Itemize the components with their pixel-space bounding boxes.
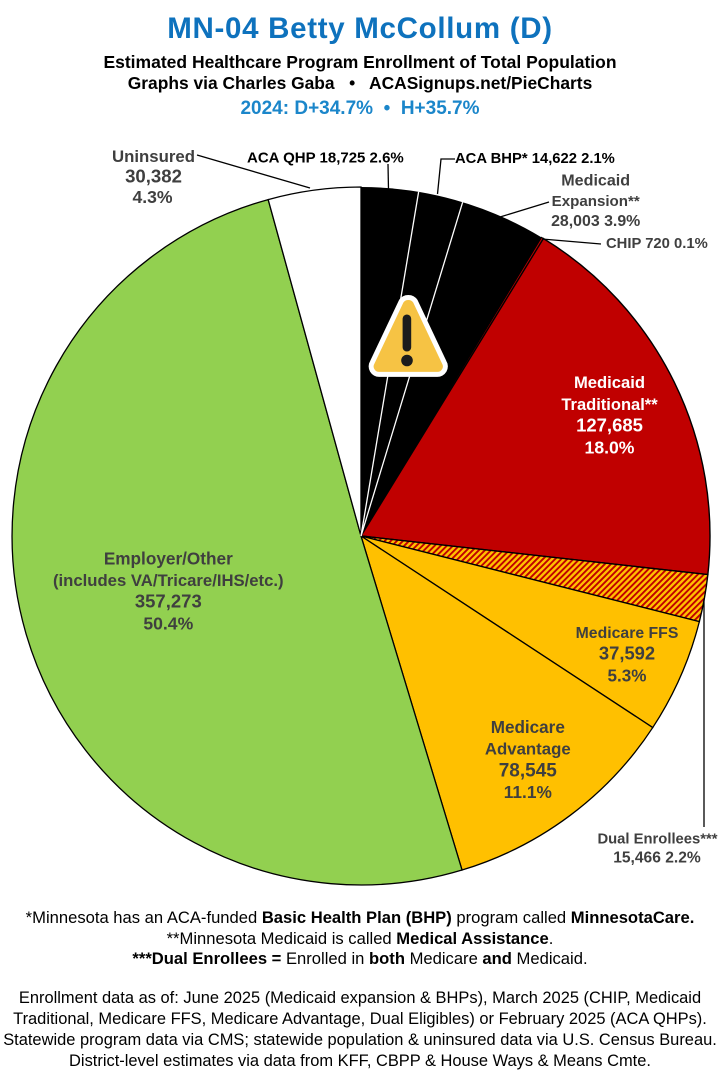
svg-text:37,592: 37,592	[599, 643, 655, 664]
svg-text:Medicaid: Medicaid	[561, 172, 630, 190]
svg-text:78,545: 78,545	[499, 760, 558, 781]
svg-text:50.4%: 50.4%	[143, 614, 193, 634]
svg-text:ACA BHP* 14,622 2.1%: ACA BHP* 14,622 2.1%	[455, 151, 615, 167]
svg-text:Medicaid: Medicaid	[574, 373, 645, 392]
svg-text:ACA QHP 18,725 2.6%: ACA QHP 18,725 2.6%	[247, 150, 404, 167]
svg-text:Advantage: Advantage	[485, 740, 571, 759]
svg-text:357,273: 357,273	[135, 591, 202, 612]
svg-text:127,685: 127,685	[576, 415, 643, 436]
svg-text:Expansion**: Expansion**	[552, 193, 640, 210]
svg-text:5.3%: 5.3%	[608, 666, 647, 685]
svg-text:Uninsured: Uninsured	[112, 147, 195, 166]
svg-text:18.0%: 18.0%	[585, 438, 635, 458]
svg-text:28,003 3.9%: 28,003 3.9%	[551, 213, 640, 230]
svg-text:Employer/Other: Employer/Other	[104, 549, 233, 569]
svg-text:CHIP 720 0.1%: CHIP 720 0.1%	[606, 236, 708, 252]
svg-text:Medicare: Medicare	[491, 718, 565, 737]
svg-text:Traditional**: Traditional**	[561, 396, 658, 414]
svg-text:Medicare FFS: Medicare FFS	[576, 625, 679, 642]
svg-text:30,382: 30,382	[125, 166, 182, 187]
svg-text:Dual Enrollees***: Dual Enrollees***	[597, 832, 717, 848]
svg-text:11.1%: 11.1%	[504, 782, 552, 802]
svg-text:15,466 2.2%: 15,466 2.2%	[613, 850, 701, 867]
svg-text:4.3%: 4.3%	[132, 187, 172, 207]
svg-text:(includes VA/Tricare/IHS/etc.): (includes VA/Tricare/IHS/etc.)	[53, 571, 284, 590]
